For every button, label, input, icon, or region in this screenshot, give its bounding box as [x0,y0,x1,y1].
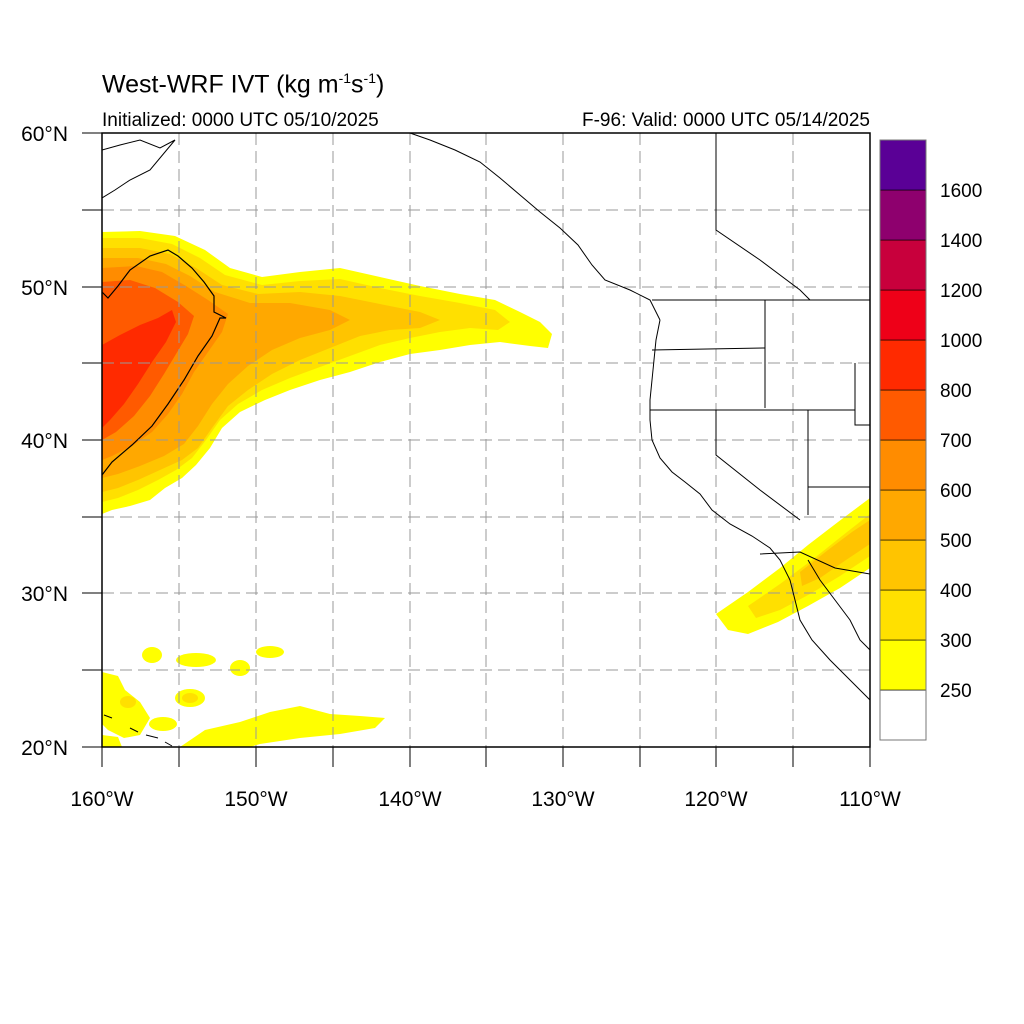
ivt-field [102,231,870,747]
lat-label: 20°N [21,737,68,760]
colorbar: 250 300 400 500 600 700 800 1000 1200 1400 1600 [879,139,982,741]
colorbar-label: 500 [940,531,972,552]
lat-label: 30°N [21,583,68,606]
colorbar-swatch [879,189,927,241]
valid-time: F-96: Valid: 0000 UTC 05/14/2025 [582,110,870,131]
colorbar-label: 600 [940,481,972,502]
ca-nv-border [715,410,801,521]
lon-label: 140°W [378,788,441,811]
colorbar-label: 1600 [940,181,982,202]
colorbar-label: 250 [940,681,972,702]
ivt-sw-400 [800,520,870,586]
or-wa-border [651,347,766,351]
colorbar-label: 400 [940,581,972,602]
colorbar-label: 800 [940,381,972,402]
initialized-time: Initialized: 0000 UTC 05/10/2025 [102,110,379,131]
ticks [82,132,871,767]
mexico-border [759,551,870,575]
lon-label: 120°W [684,788,747,811]
ivt-contour-line [101,249,227,476]
hawaii-islands [103,714,173,747]
us-west-coast [649,319,870,701]
colorbar-swatch [879,439,927,491]
colorbar-swatch [879,489,927,541]
colorbar-label: 1400 [940,231,982,252]
lat-label: 50°N [21,277,68,300]
colorbar-swatch [879,139,927,191]
colorbar-swatch [879,589,927,641]
colorbar-swatch [879,389,927,441]
colorbar-swatch [879,639,927,691]
alaska-panhandle [409,133,661,321]
ivt-subtropical-patches [102,646,385,747]
alaska-coast [102,139,176,199]
colorbar-label: 300 [940,631,972,652]
ivt-band-800 [102,310,176,428]
colorbar-swatch [879,289,927,341]
colorbar-label: 700 [940,431,972,452]
colorbar-swatch [879,239,927,291]
ivt-subtropical-300 [120,693,198,708]
colorbar-label: 1200 [940,281,982,302]
graticule [102,133,870,747]
bc-border [715,133,811,301]
colorbar-frame [879,139,927,741]
ut-co-border [854,363,870,426]
colorbar-swatch [879,339,927,391]
colorbar-swatch [879,689,927,741]
colorbar-swatch [879,539,927,591]
lon-label: 160°W [70,788,133,811]
lon-label: 130°W [531,788,594,811]
coastlines [102,133,870,747]
map-title: West-WRF IVT (kg m-1s-1) [102,70,385,99]
gulf-of-california [807,559,870,651]
lon-label: 150°W [224,788,287,811]
lat-label: 60°N [21,123,68,146]
lon-label: 110°W [839,788,901,811]
colorbar-label: 1000 [940,331,982,352]
lat-label: 40°N [21,430,68,453]
